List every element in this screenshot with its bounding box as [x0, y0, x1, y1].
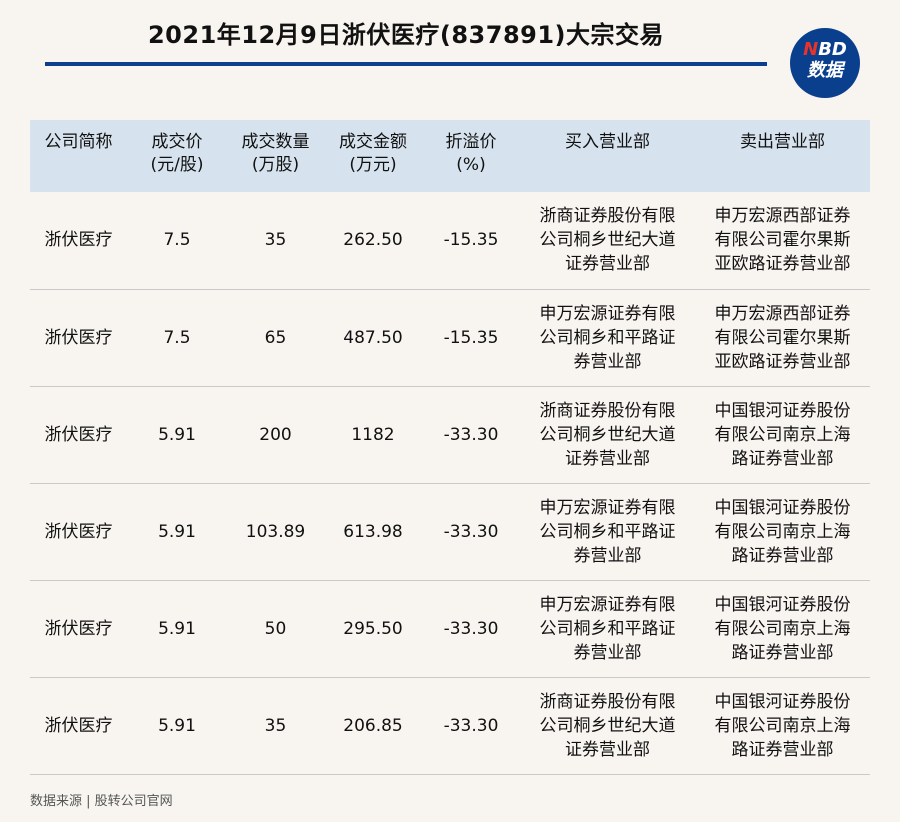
table-row: 浙伏医疗 5.91 103.89 613.98 -33.30 申万宏源证券有限公司桐乡和平… — [30, 483, 870, 580]
logo-top-text: NBD — [790, 40, 860, 60]
volume-cell: 200 — [259, 424, 292, 445]
column-header: 折溢价 (%) — [445, 132, 497, 175]
premium-cell: -15.35 — [443, 230, 499, 251]
price-cell: 5.91 — [158, 521, 196, 542]
premium-cell: -33.30 — [443, 715, 499, 736]
table-row: 浙伏医疗 7.5 35 262.50 -15.35 浙商证券股份有限公司桐乡世纪大道证券营… — [30, 192, 870, 289]
price-cell: 5.91 — [158, 618, 196, 639]
block-trade-table: 公司简称 成交价 (元/股) 成交数量 (万股) 成交金额 (万元) 折溢价 (%) 买入营业部 卖… — [30, 120, 870, 775]
logo-letters-bd: BD — [818, 39, 847, 60]
premium-cell: -33.30 — [443, 521, 499, 542]
volume-cell: 103.89 — [245, 521, 306, 542]
column-header: 卖出营业部 — [740, 132, 825, 152]
premium-cell: -15.35 — [443, 327, 499, 348]
column-header: 公司简称 — [44, 132, 113, 152]
amount-cell: 206.85 — [343, 715, 403, 736]
seller-branch-cell: 中国银河证券股份有限公司南京上海路证券营业部 — [714, 497, 851, 566]
premium-cell: -33.30 — [443, 424, 499, 445]
amount-cell: 487.50 — [343, 327, 403, 348]
company-cell: 浙伏医疗 — [44, 715, 113, 736]
volume-cell: 35 — [264, 715, 287, 736]
table-row: 浙伏医疗 5.91 50 295.50 -33.30 申万宏源证券有限公司桐乡和平路证券营… — [30, 580, 870, 677]
table-row: 浙伏医疗 5.91 35 206.85 -33.30 浙商证券股份有限公司桐乡世纪大道证券… — [30, 677, 870, 774]
logo-letter-n: N — [803, 39, 819, 60]
amount-cell: 1182 — [351, 424, 395, 445]
amount-cell: 262.50 — [343, 230, 403, 251]
company-cell: 浙伏医疗 — [44, 618, 113, 639]
price-cell: 5.91 — [158, 424, 196, 445]
company-cell: 浙伏医疗 — [44, 521, 113, 542]
column-header: 成交金额 (万元) — [339, 132, 407, 175]
seller-branch-cell: 中国银河证券股份有限公司南京上海路证券营业部 — [714, 691, 851, 760]
buyer-branch-cell: 申万宏源证券有限公司桐乡和平路证券营业部 — [539, 497, 676, 566]
company-cell: 浙伏医疗 — [44, 327, 113, 348]
price-cell: 7.5 — [163, 327, 191, 348]
buyer-branch-cell: 浙商证券股份有限公司桐乡世纪大道证券营业部 — [539, 206, 676, 275]
logo-bottom-text: 数据 — [807, 60, 843, 81]
column-header: 买入营业部 — [565, 132, 650, 152]
price-cell: 7.5 — [163, 230, 191, 251]
company-cell: 浙伏医疗 — [44, 424, 113, 445]
volume-cell: 50 — [264, 618, 287, 639]
page-title: 2021年12月9日浙伏医疗(837891)大宗交易 — [147, 21, 665, 49]
seller-branch-cell: 中国银河证券股份有限公司南京上海路证券营业部 — [714, 400, 851, 469]
seller-branch-cell: 中国银河证券股份有限公司南京上海路证券营业部 — [714, 594, 851, 663]
data-source-note: 数据来源 | 股转公司官网 — [30, 794, 173, 809]
amount-cell: 613.98 — [343, 521, 403, 542]
buyer-branch-cell: 申万宏源证券有限公司桐乡和平路证券营业部 — [539, 594, 676, 663]
buyer-branch-cell: 浙商证券股份有限公司桐乡世纪大道证券营业部 — [539, 691, 676, 760]
volume-cell: 65 — [264, 327, 287, 348]
column-header: 成交数量 (万股) — [241, 132, 310, 175]
column-header: 成交价 (元/股) — [150, 132, 204, 175]
nbd-data-logo: NBD 数据 — [790, 28, 860, 98]
table-row: 浙伏医疗 7.5 65 487.50 -15.35 申万宏源证券有限公司桐乡和平路证券营业… — [30, 289, 870, 386]
table-body: 浙伏医疗 7.5 35 262.50 -15.35 浙商证券股份有限公司桐乡世纪大道证券营… — [30, 192, 870, 774]
buyer-branch-cell: 申万宏源证券有限公司桐乡和平路证券营业部 — [539, 303, 676, 372]
table-header-row: 公司简称 成交价 (元/股) 成交数量 (万股) 成交金额 (万元) 折溢价 (%) 买入营业部 卖… — [30, 120, 870, 192]
company-cell: 浙伏医疗 — [44, 230, 113, 251]
seller-branch-cell: 申万宏源西部证券有限公司霍尔果斯亚欧路证券营业部 — [714, 206, 851, 275]
title-underline — [45, 62, 767, 66]
volume-cell: 35 — [264, 230, 287, 251]
premium-cell: -33.30 — [443, 618, 499, 639]
price-cell: 5.91 — [158, 715, 196, 736]
seller-branch-cell: 申万宏源西部证券有限公司霍尔果斯亚欧路证券营业部 — [714, 303, 851, 372]
buyer-branch-cell: 浙商证券股份有限公司桐乡世纪大道证券营业部 — [539, 400, 676, 469]
amount-cell: 295.50 — [343, 618, 403, 639]
table-header: 公司简称 成交价 (元/股) 成交数量 (万股) 成交金额 (万元) 折溢价 (%) 买入营业部 卖… — [30, 120, 870, 192]
table-row: 浙伏医疗 5.91 200 1182 -33.30 浙商证券股份有限公司桐乡世纪大道证券营… — [30, 386, 870, 483]
